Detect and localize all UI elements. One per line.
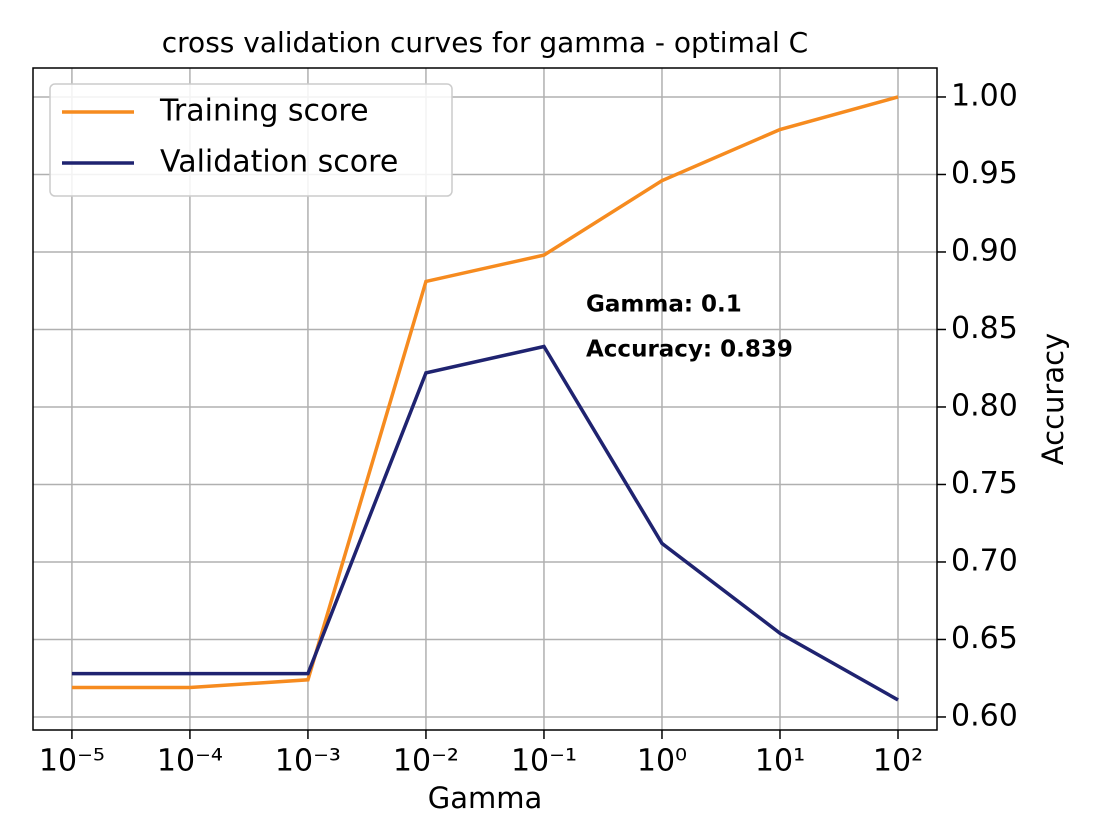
y-tick-label: 0.80 [951, 388, 1018, 423]
y-tick-label: 0.75 [951, 466, 1018, 501]
annotation: Accuracy: 0.839 [586, 337, 793, 363]
chart-title: cross validation curves for gamma - opti… [162, 26, 808, 59]
line-series [71, 344, 899, 702]
y-tick-label: 0.70 [951, 543, 1018, 578]
y-axis-label: Accuracy [1036, 333, 1070, 465]
x-tick-label: 10⁻¹ [511, 744, 577, 779]
legend-label: Validation score [160, 145, 398, 180]
legend-box [49, 83, 453, 197]
annotation: Gamma: 0.1 [586, 292, 742, 318]
y-tick-label: 0.65 [951, 621, 1018, 656]
y-tick-label: 0.60 [951, 698, 1018, 733]
x-tick-label: 10⁻⁴ [157, 744, 223, 779]
x-tick-label: 10² [873, 744, 923, 779]
x-tick-label: 10⁻³ [275, 744, 341, 779]
x-axis-label: Gamma [428, 781, 543, 815]
y-tick-label: 1.00 [951, 78, 1018, 113]
x-tick-label: 10¹ [755, 744, 805, 779]
legend-label: Training score [159, 94, 369, 129]
y-tick-label: 0.95 [951, 156, 1018, 191]
x-tick-label: 10⁰ [637, 744, 687, 779]
line-series [71, 95, 899, 690]
x-tick-label: 10⁻² [393, 744, 459, 779]
y-tick-label: 0.85 [951, 311, 1018, 346]
plot-frame [32, 67, 938, 731]
x-tick-label: 10⁻⁵ [39, 744, 105, 779]
legend: Training score Validation score [49, 83, 453, 197]
y-tick-label: 0.90 [951, 233, 1018, 268]
